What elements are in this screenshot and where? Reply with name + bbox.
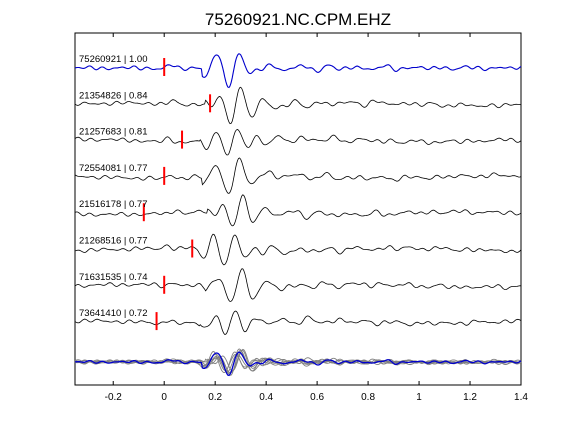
stacked-traces: [74, 348, 522, 377]
trace-line-71631535: [74, 268, 521, 302]
x-tick-label: 1: [416, 392, 422, 403]
x-tick-label: 0: [161, 392, 167, 403]
x-tick-label: 1.4: [514, 392, 528, 403]
x-tick-label: 0.4: [259, 392, 273, 403]
trace-label-71631535: 71631535 | 0.74: [79, 272, 148, 283]
trace-line-75260921: [74, 53, 522, 89]
chart-title: 75260921.NC.CPM.EHZ: [205, 10, 391, 29]
x-tick-label: 1.2: [463, 392, 477, 403]
trace-line-73641410: [74, 310, 522, 335]
trace-label-75260921: 75260921 | 1.00: [79, 54, 148, 65]
trace-label-21268516: 21268516 | 0.77: [79, 236, 148, 247]
pick-markers: [142, 58, 212, 331]
trace-labels: 75260921 | 1.00 21354826 | 0.84 21257683 |…: [79, 54, 148, 319]
trace-label-73641410: 73641410 | 0.72: [79, 308, 148, 319]
plot-frame: [74, 32, 522, 386]
trace-label-72554081: 72554081 | 0.77: [79, 163, 148, 174]
x-axis-ticks: -0.2 0 0.2 0.4 0.6 0.8 1 1.2 1.4: [105, 33, 528, 403]
trace-line-21257683: [74, 129, 522, 156]
trace-label-21516178: 21516178 | 0.77: [79, 199, 148, 210]
trace-label-21257683: 21257683 | 0.81: [79, 127, 148, 138]
x-tick-label: 0.6: [310, 392, 324, 403]
x-tick-label: 0.2: [208, 392, 222, 403]
stack-reference-line: [74, 351, 522, 377]
waveform-traces: [74, 53, 522, 335]
trace-label-21354826: 21354826 | 0.84: [79, 90, 148, 101]
trace-line-21516178: [74, 194, 522, 227]
trace-line-21268516: [74, 233, 522, 266]
trace-line-21354826: [74, 86, 522, 125]
x-tick-label: -0.2: [105, 392, 123, 403]
x-tick-label: 0.8: [361, 392, 375, 403]
trace-line-72554081: [74, 157, 522, 194]
